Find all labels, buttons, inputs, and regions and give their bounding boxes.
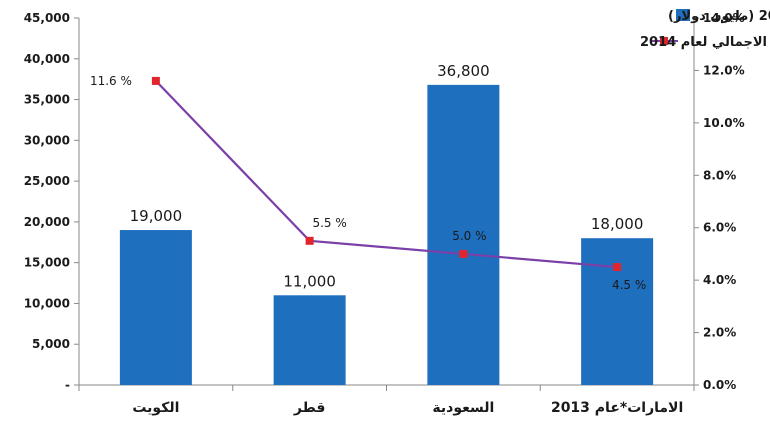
- right-tick-label: 8.0%: [703, 168, 736, 182]
- line-value-label: 5.5 %: [312, 216, 346, 230]
- legend: تحويلات العاملين الوافدين الى الخارج لعا…: [640, 9, 770, 50]
- left-tick-label: 35,000: [24, 93, 70, 107]
- left-tick-label: 45,000: [24, 11, 70, 25]
- left-y-axis: - 5,000 10,000 15,000 20,000 25,000 30,000 35,0…: [24, 11, 80, 392]
- line-marker: [613, 263, 622, 272]
- bar-value-label: 19,000: [130, 207, 183, 225]
- line-series: 11.6 % 5.5 % 5.0 % 4.5 %: [90, 74, 646, 292]
- left-tick-label: 40,000: [24, 52, 70, 66]
- line-value-label: 11.6 %: [90, 74, 132, 88]
- right-tick-label: 12.0%: [703, 63, 745, 77]
- x-category-label: الامارات*عام 2013: [551, 400, 683, 416]
- left-tick-label: 10,000: [24, 296, 70, 310]
- percentage-line: [155, 80, 618, 269]
- legend-bar-swatch: [676, 9, 690, 21]
- line-marker: [459, 249, 468, 258]
- left-tick-label: 30,000: [24, 133, 70, 147]
- bar-series: 19,000 11,000 36,800 18,000: [119, 62, 654, 386]
- right-y-axis: 0.0% 2.0% 4.0% 6.0% 8.0% 10.0% 12.0% 14.0%: [693, 11, 745, 392]
- x-category-label: السعودية: [432, 400, 494, 416]
- legend-line-label: نسبة تحويلات العاملين الوافدين الى الخار…: [640, 35, 770, 50]
- bar-value-label: 18,000: [591, 215, 644, 233]
- bar: [581, 238, 654, 385]
- x-category-label: قطر: [293, 400, 326, 416]
- right-tick-label: 4.0%: [703, 273, 736, 287]
- left-tick-label: 25,000: [24, 174, 70, 188]
- bar: [273, 295, 346, 385]
- left-tick-label: 5,000: [32, 337, 70, 351]
- right-tick-label: 2.0%: [703, 326, 736, 340]
- legend-line-marker: [660, 37, 668, 45]
- x-category-label: الكويت: [132, 400, 179, 416]
- x-axis: الكويت قطر السعودية الامارات*عام 2013: [78, 384, 695, 416]
- line-value-label: 5.0 %: [452, 229, 486, 243]
- right-tick-label: 6.0%: [703, 221, 736, 235]
- bar-value-label: 36,800: [437, 62, 490, 80]
- left-tick-label: 15,000: [24, 256, 70, 270]
- line-marker: [305, 236, 314, 245]
- legend-bar-label: تحويلات العاملين الوافدين الى الخارج لعا…: [668, 9, 770, 24]
- bar: [427, 84, 500, 386]
- left-tick-label: -: [65, 378, 70, 392]
- bar-value-label: 11,000: [283, 272, 336, 290]
- right-tick-label: 10.0%: [703, 116, 745, 130]
- left-tick-label: 20,000: [24, 215, 70, 229]
- right-tick-label: 0.0%: [703, 378, 736, 392]
- right-tick-label: 14.0%: [703, 11, 745, 25]
- line-marker: [151, 76, 160, 85]
- line-value-label: 4.5 %: [612, 278, 646, 292]
- bar: [119, 230, 192, 385]
